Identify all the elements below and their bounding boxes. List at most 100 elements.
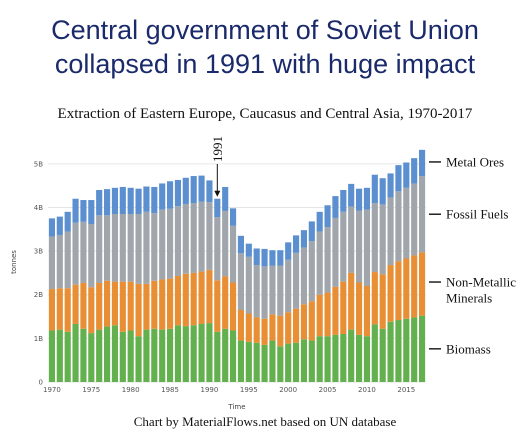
- bar-segment: [214, 217, 221, 281]
- bar-segment: [96, 282, 103, 330]
- bar-segment: [371, 272, 378, 325]
- bar-segment: [292, 252, 300, 309]
- y-tick-label: 1B: [34, 335, 43, 343]
- bar-segment: [395, 320, 402, 382]
- bar-segment: [379, 178, 386, 205]
- bar-segment: [48, 289, 56, 331]
- bar-segment: [111, 325, 119, 382]
- bar-segment: [387, 173, 394, 198]
- bar-segment: [300, 247, 308, 305]
- bar-segment: [418, 149, 426, 177]
- bar-segment: [332, 217, 339, 287]
- bar-segment: [253, 248, 260, 266]
- y-tick-label: 3B: [34, 248, 43, 256]
- bar-segment: [285, 259, 292, 313]
- bar-segment: [316, 231, 323, 295]
- x-tick-label: 1980: [122, 386, 140, 394]
- bar-segment: [103, 215, 111, 281]
- bar-segment: [363, 187, 371, 210]
- bar-segment: [387, 321, 394, 382]
- bar-segment: [308, 241, 315, 302]
- bar-segment: [363, 209, 371, 286]
- bar-segment: [182, 273, 189, 327]
- bar-segment: [174, 325, 182, 382]
- bar-segment: [96, 329, 103, 382]
- bar-segment: [127, 187, 134, 214]
- bar-segment: [88, 200, 95, 225]
- bar-segment: [159, 329, 166, 382]
- bar-segment: [363, 286, 371, 337]
- bar-segment: [206, 269, 213, 324]
- bar-segment: [119, 331, 126, 382]
- bar-segment: [379, 204, 386, 275]
- bar-segment: [245, 256, 252, 314]
- x-tick-label: 1995: [240, 386, 258, 394]
- bar-segment: [277, 346, 284, 382]
- bar-segment: [245, 243, 252, 257]
- bar-segment: [64, 211, 71, 232]
- bar-segment: [80, 328, 87, 382]
- bar-segment: [300, 304, 308, 340]
- bar-segment: [245, 313, 252, 342]
- bar-segment: [340, 281, 347, 334]
- bar-segment: [261, 266, 268, 319]
- legend-label: Non-Metallic Minerals: [446, 275, 516, 306]
- bar-segment: [237, 340, 245, 382]
- bar-segment: [198, 271, 205, 324]
- bar-segment: [72, 323, 79, 382]
- bar-segment: [96, 190, 103, 216]
- bar-segment: [332, 334, 339, 382]
- bar-segment: [72, 284, 79, 324]
- bar-segment: [332, 196, 339, 218]
- bar-segment: [159, 279, 166, 330]
- bar-segment: [261, 318, 268, 345]
- bar-segment: [80, 221, 87, 283]
- bar-segment: [395, 165, 402, 192]
- bar-segment: [135, 283, 142, 337]
- bar-segment: [166, 278, 174, 329]
- bar-segment: [285, 312, 292, 344]
- x-tick-label: 1985: [161, 386, 179, 394]
- bar-segment: [88, 224, 95, 288]
- annotation-1991-label: 1991: [210, 136, 225, 162]
- x-tick-label: 1975: [82, 386, 100, 394]
- bar-segment: [411, 158, 418, 184]
- bar-segment: [174, 206, 182, 276]
- bar-segment: [103, 189, 111, 216]
- bar-segment: [269, 340, 276, 382]
- bar-segment: [151, 213, 158, 281]
- bar-segment: [96, 215, 103, 283]
- y-tick-label: 4B: [34, 204, 43, 212]
- bar-segment: [324, 336, 331, 382]
- legend-label: Biomass: [446, 341, 491, 356]
- bar-segment: [300, 339, 308, 382]
- bar-segment: [143, 211, 150, 284]
- bar-segment: [80, 282, 87, 329]
- chart-title: Extraction of Eastern Europe, Caucasus a…: [57, 106, 473, 122]
- bar-segment: [222, 276, 229, 329]
- bar-segment: [166, 181, 174, 209]
- bar-segment: [300, 230, 308, 248]
- bar-segment: [222, 328, 229, 382]
- bar-segment: [127, 281, 134, 331]
- bar-segment: [363, 336, 371, 382]
- headline-line-1: Central government of Soviet Union: [51, 15, 479, 45]
- bar-segment: [355, 188, 363, 211]
- bar-segment: [135, 214, 142, 284]
- bar-segment: [119, 186, 126, 214]
- bar-segment: [237, 253, 245, 310]
- bar-segment: [269, 265, 276, 315]
- bar-segment: [285, 343, 292, 382]
- bar-segment: [222, 186, 229, 211]
- bar-segment: [355, 334, 363, 382]
- x-axis-title: Time: [227, 403, 245, 411]
- bar-segment: [316, 294, 323, 337]
- bar-segment: [190, 203, 197, 273]
- bar-segment: [80, 200, 87, 222]
- bar-segment: [285, 242, 292, 260]
- bar-segment: [418, 315, 426, 382]
- bar-segment: [308, 221, 315, 242]
- bar-segment: [103, 326, 111, 382]
- bar-segment: [56, 216, 63, 235]
- bar-segment: [379, 274, 386, 329]
